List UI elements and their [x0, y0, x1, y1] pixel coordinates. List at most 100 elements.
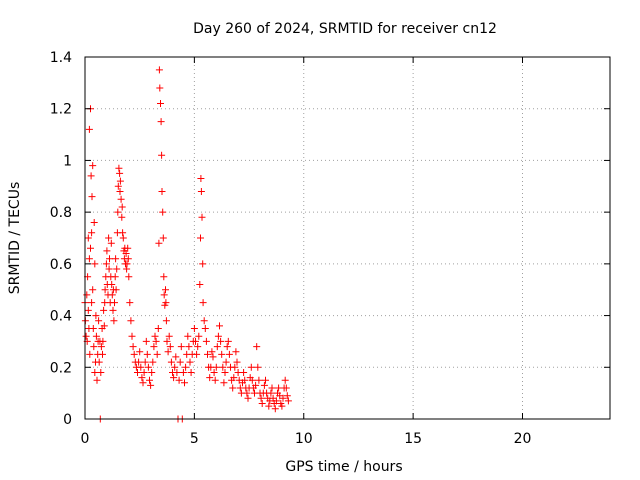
- data-point: [232, 348, 240, 356]
- data-point: [197, 234, 204, 242]
- plot-frame: [84, 56, 611, 420]
- data-point: [179, 369, 187, 376]
- data-point: [89, 286, 97, 294]
- data-point: [106, 255, 113, 263]
- data-point: [162, 286, 169, 294]
- data-point: [159, 208, 167, 216]
- x-tick-label: 0: [81, 431, 90, 447]
- data-point: [134, 369, 141, 376]
- data-point: [110, 317, 118, 325]
- data-point: [282, 384, 290, 392]
- data-point: [101, 286, 109, 294]
- data-point: [88, 229, 96, 237]
- data-point: [105, 234, 113, 242]
- data-point: [160, 273, 168, 281]
- data-point: [99, 350, 106, 358]
- data-point: [185, 343, 193, 351]
- data-point: [93, 376, 101, 384]
- data-point: [267, 389, 275, 397]
- data-point: [115, 164, 123, 172]
- data-point: [202, 337, 210, 345]
- y-tick-label: 1.4: [50, 50, 72, 66]
- y-tick-label: 1.2: [50, 102, 72, 118]
- data-point: [91, 260, 99, 268]
- data-point: [116, 177, 124, 185]
- y-tick-label: 0: [63, 412, 72, 428]
- data-point: [162, 317, 170, 325]
- data-point: [248, 376, 256, 384]
- data-point: [158, 151, 166, 159]
- data-point: [119, 234, 127, 242]
- data-point: [87, 172, 95, 180]
- data-point: [107, 239, 115, 247]
- data-point: [194, 343, 202, 351]
- data-point: [284, 397, 292, 405]
- data-point: [141, 358, 149, 366]
- x-tick-label: 20: [514, 431, 532, 447]
- data-point: [137, 363, 145, 371]
- data-point: [172, 353, 180, 361]
- data-point: [217, 337, 225, 345]
- data-point: [186, 358, 194, 366]
- data-point: [212, 363, 220, 371]
- data-point: [167, 358, 175, 366]
- data-point: [85, 255, 93, 263]
- data-point: [218, 350, 226, 358]
- y-tick-label: 1: [63, 153, 72, 169]
- data-point: [199, 299, 207, 307]
- y-tick-label: 0.4: [50, 309, 72, 325]
- data-point: [254, 363, 262, 371]
- data-point: [89, 325, 97, 332]
- data-point: [85, 125, 93, 133]
- data-point: [213, 343, 221, 351]
- data-point: [163, 337, 171, 345]
- data-point: [87, 244, 94, 252]
- data-point: [201, 325, 209, 332]
- data-point: [272, 397, 280, 405]
- data-point: [231, 363, 239, 371]
- data-point: [197, 188, 205, 195]
- data-point: [265, 402, 273, 410]
- data-point: [247, 363, 255, 371]
- data-point: [278, 402, 286, 410]
- data-point: [138, 374, 146, 382]
- data-point: [196, 281, 204, 288]
- data-point: [165, 332, 173, 340]
- data-point: [200, 317, 208, 325]
- data-point: [124, 244, 132, 252]
- data-point: [223, 343, 231, 351]
- data-point: [139, 379, 147, 387]
- data-point: [100, 322, 108, 330]
- data-point: [260, 381, 268, 389]
- data-point: [151, 332, 159, 340]
- data-point: [124, 255, 132, 263]
- data-point: [149, 358, 157, 366]
- data-point: [89, 162, 97, 170]
- data-point: [135, 358, 143, 366]
- data-point: [230, 374, 238, 382]
- data-point: [114, 182, 122, 190]
- data-point: [103, 247, 111, 255]
- data-point: [114, 208, 122, 216]
- data-point: [197, 175, 205, 182]
- data-point: [253, 343, 261, 351]
- data-point: [182, 363, 190, 371]
- data-point: [119, 229, 127, 237]
- data-point: [262, 376, 269, 384]
- data-point: [166, 343, 174, 351]
- data-point: [155, 66, 163, 74]
- data-point: [173, 369, 181, 376]
- data-point: [92, 332, 100, 340]
- data-point: [125, 273, 133, 281]
- data-point: [190, 325, 198, 332]
- data-point: [136, 348, 144, 356]
- data-point: [143, 350, 151, 358]
- data-point: [109, 306, 117, 314]
- data-point: [240, 369, 248, 376]
- data-points: [81, 66, 292, 423]
- data-point: [86, 350, 94, 358]
- data-point: [199, 260, 207, 268]
- data-point: [214, 332, 222, 340]
- data-point: [268, 384, 276, 392]
